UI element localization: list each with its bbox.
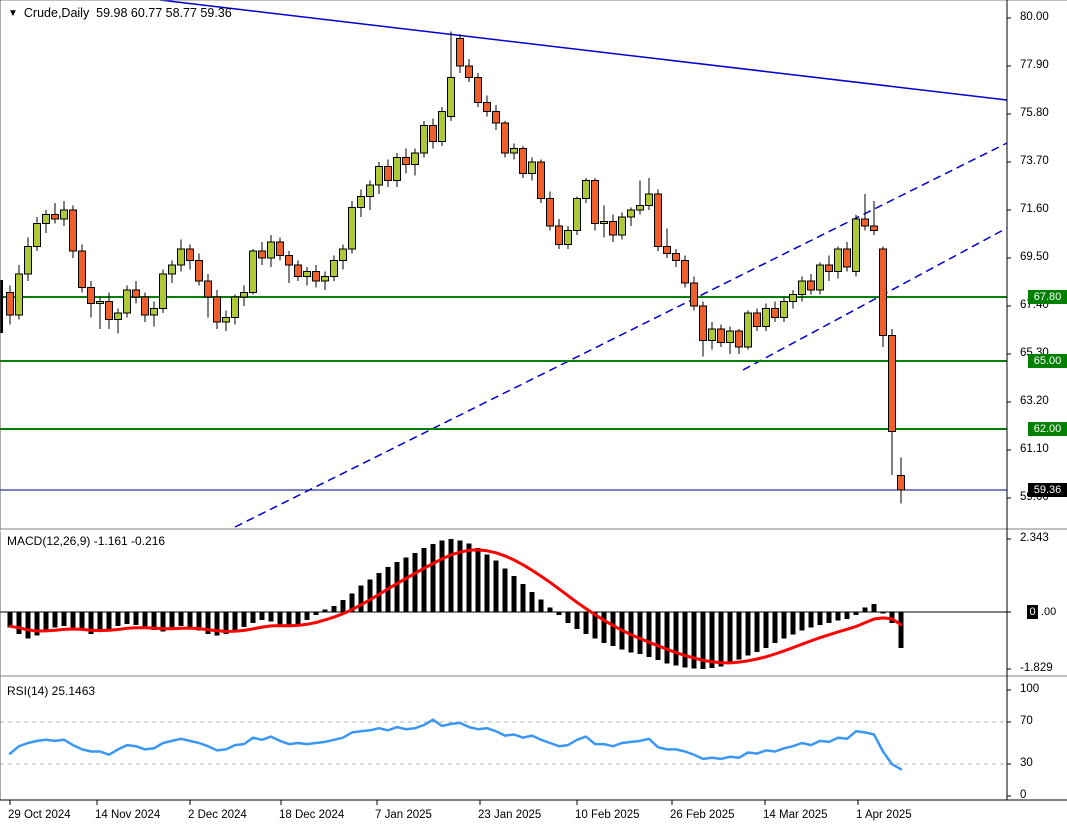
time-axis-date-label[interactable]: 1 Apr 2025 — [856, 809, 912, 821]
time-axis-date-label[interactable]: 2 Dec 2024 — [188, 809, 247, 821]
level-price-badge: 62.00 — [1028, 422, 1067, 437]
price-axis-tick-label[interactable]: 69.50 — [1020, 250, 1049, 263]
time-axis-date-label[interactable]: 18 Dec 2024 — [279, 809, 345, 821]
macd-axis-max-label[interactable]: 2.343 — [1020, 532, 1049, 545]
macd-zero-badge: .00 — [1041, 606, 1057, 618]
macd-axis-min-label[interactable]: -1.829 — [1020, 661, 1053, 674]
time-axis-date-label[interactable]: 23 Jan 2025 — [478, 809, 542, 821]
time-axis-date-label[interactable]: 14 Nov 2024 — [95, 809, 161, 821]
price-axis-tick-label[interactable]: 61.10 — [1020, 442, 1049, 455]
rsi-axis-tick-label[interactable]: 70 — [1020, 714, 1033, 727]
rsi-axis-tick-label[interactable]: 0 — [1020, 789, 1027, 801]
time-axis-date-label[interactable]: 10 Feb 2025 — [575, 809, 640, 821]
time-axis-date-label[interactable]: 7 Jan 2025 — [375, 809, 432, 821]
price-axis-tick-label[interactable]: 71.60 — [1020, 202, 1049, 215]
rsi-axis-tick-label[interactable]: 100 — [1020, 683, 1040, 695]
price-axis-tick-label[interactable]: 80.00 — [1020, 11, 1049, 23]
ohlc-readout: 59.98 60.77 58.77 59.36 — [89, 6, 232, 20]
collapse-arrow-icon[interactable]: ▼ — [8, 8, 18, 19]
time-axis-date-label[interactable]: 26 Feb 2025 — [670, 809, 735, 821]
price-axis-tick-label[interactable]: 75.80 — [1020, 106, 1049, 119]
price-axis-tick-label[interactable]: 63.20 — [1020, 394, 1049, 407]
price-axis-tick-label[interactable]: 73.70 — [1020, 154, 1049, 167]
price-axis-tick-label[interactable]: 77.90 — [1020, 58, 1049, 71]
level-price-badge: 67.80 — [1028, 289, 1067, 304]
time-axis-date-label[interactable]: 29 Oct 2024 — [8, 809, 71, 821]
chart-title: ▼ Crude,Daily 59.98 60.77 58.77 59.36 — [8, 6, 232, 20]
symbol-timeframe: Crude,Daily — [23, 6, 90, 20]
time-axis-date-label[interactable]: 14 Mar 2025 — [763, 809, 828, 821]
rsi-indicator-label: RSI(14) 25.1463 — [7, 684, 96, 698]
macd-zero-marker: 0 — [1027, 605, 1038, 619]
macd-indicator-label: MACD(12,26,9) -1.161 -0.216 — [7, 534, 166, 548]
rsi-axis-tick-label[interactable]: 30 — [1020, 757, 1033, 770]
current-price-badge: 59.36 — [1028, 482, 1067, 497]
level-price-badge: 65.00 — [1028, 353, 1067, 368]
